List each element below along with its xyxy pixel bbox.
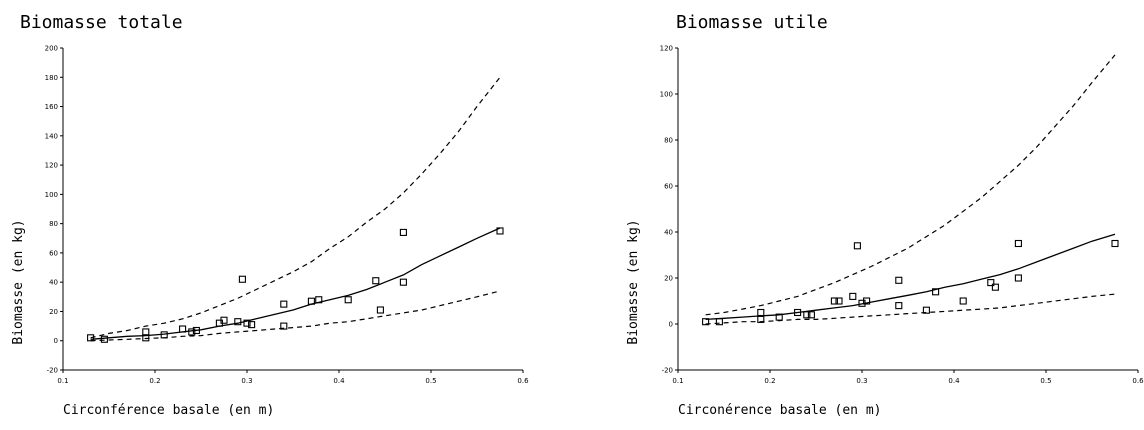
x-tick-label: 0.3 xyxy=(241,377,252,385)
y-tick-label: 40 xyxy=(49,279,58,287)
y-tick-label: -20 xyxy=(662,367,673,375)
data-point xyxy=(248,321,256,329)
fitted-curve xyxy=(705,233,1116,321)
data-point xyxy=(895,302,903,310)
y-tick-label: 0 xyxy=(54,337,58,345)
data-point xyxy=(1014,239,1022,248)
y-tick-label: 20 xyxy=(49,308,58,316)
x-tick-label: 0.6 xyxy=(1132,377,1144,385)
y-tick-label: 120 xyxy=(45,162,58,170)
data-point xyxy=(991,283,999,291)
upper-bound-curve xyxy=(705,54,1116,316)
lower-bound-curve xyxy=(90,290,501,342)
x-tick-label: 0.1 xyxy=(57,377,68,385)
y-axis-label: Biomasse (en kg) xyxy=(626,219,641,344)
x-tick-label: 0.2 xyxy=(764,377,775,385)
chart-title: Biomasse totale xyxy=(20,12,183,33)
data-point xyxy=(853,242,861,250)
data-point xyxy=(243,319,251,327)
data-point xyxy=(849,292,857,300)
data-point xyxy=(238,275,246,283)
y-tick-label: 200 xyxy=(45,45,58,53)
data-point xyxy=(188,328,196,336)
data-point xyxy=(702,318,710,326)
y-tick-label: -20 xyxy=(47,367,58,375)
y-tick-label: 120 xyxy=(660,45,673,53)
x-tick-label: 0.4 xyxy=(948,377,960,385)
y-tick-label: 140 xyxy=(45,132,58,140)
data-point xyxy=(376,306,384,314)
y-tick-label: 100 xyxy=(660,91,673,99)
x-tick-label: 0.4 xyxy=(333,377,345,385)
x-tick-label: 0.1 xyxy=(672,377,683,385)
chart-1: Biomasse totale Circonférence basale (en … xyxy=(11,12,529,418)
data-point xyxy=(280,300,288,308)
y-tick-label: 40 xyxy=(664,229,673,237)
x-axis-label: Circonérence basale (en m) xyxy=(678,403,882,418)
data-point xyxy=(399,228,407,236)
y-axis-label: Biomasse (en kg) xyxy=(11,219,26,344)
chart-2: Biomasse utile Circonérence basale (en m)… xyxy=(626,12,1144,418)
x-tick-label: 0.6 xyxy=(517,377,529,385)
data-point xyxy=(280,322,288,330)
data-point xyxy=(220,316,228,324)
data-point xyxy=(830,297,838,305)
data-point xyxy=(835,297,843,305)
data-point xyxy=(344,296,352,304)
y-tick-label: 160 xyxy=(45,103,58,111)
data-point xyxy=(959,297,967,305)
data-point xyxy=(807,311,815,319)
data-point xyxy=(234,318,242,326)
fitted-curve xyxy=(90,227,501,340)
data-point xyxy=(757,308,765,317)
y-tick-label: 20 xyxy=(664,275,673,283)
data-point xyxy=(1014,274,1022,282)
x-tick-label: 0.2 xyxy=(149,377,160,385)
y-tick-label: 80 xyxy=(49,220,58,228)
x-tick-label: 0.5 xyxy=(425,377,436,385)
data-point xyxy=(922,306,930,314)
data-point xyxy=(142,328,150,336)
y-tick-label: 80 xyxy=(664,137,673,145)
data-point xyxy=(100,335,108,343)
data-point xyxy=(932,288,940,296)
data-point xyxy=(87,334,95,342)
y-tick-label: 0 xyxy=(669,321,673,329)
upper-bound-curve xyxy=(90,76,501,339)
y-tick-label: 180 xyxy=(45,74,58,82)
data-point xyxy=(863,297,871,305)
data-point xyxy=(399,278,407,286)
y-tick-label: 60 xyxy=(664,183,673,191)
y-tick-label: 60 xyxy=(49,249,58,257)
x-tick-label: 0.5 xyxy=(1040,377,1051,385)
data-point xyxy=(372,277,380,285)
x-tick-label: 0.3 xyxy=(856,377,867,385)
y-tick-label: 100 xyxy=(45,191,58,199)
x-axis-label: Circonférence basale (en m) xyxy=(63,403,274,418)
lower-bound-curve xyxy=(705,293,1116,325)
data-point xyxy=(987,279,995,287)
data-point xyxy=(496,227,504,235)
data-point xyxy=(895,276,903,284)
chart-title: Biomasse utile xyxy=(676,12,828,33)
data-point xyxy=(1111,239,1119,248)
